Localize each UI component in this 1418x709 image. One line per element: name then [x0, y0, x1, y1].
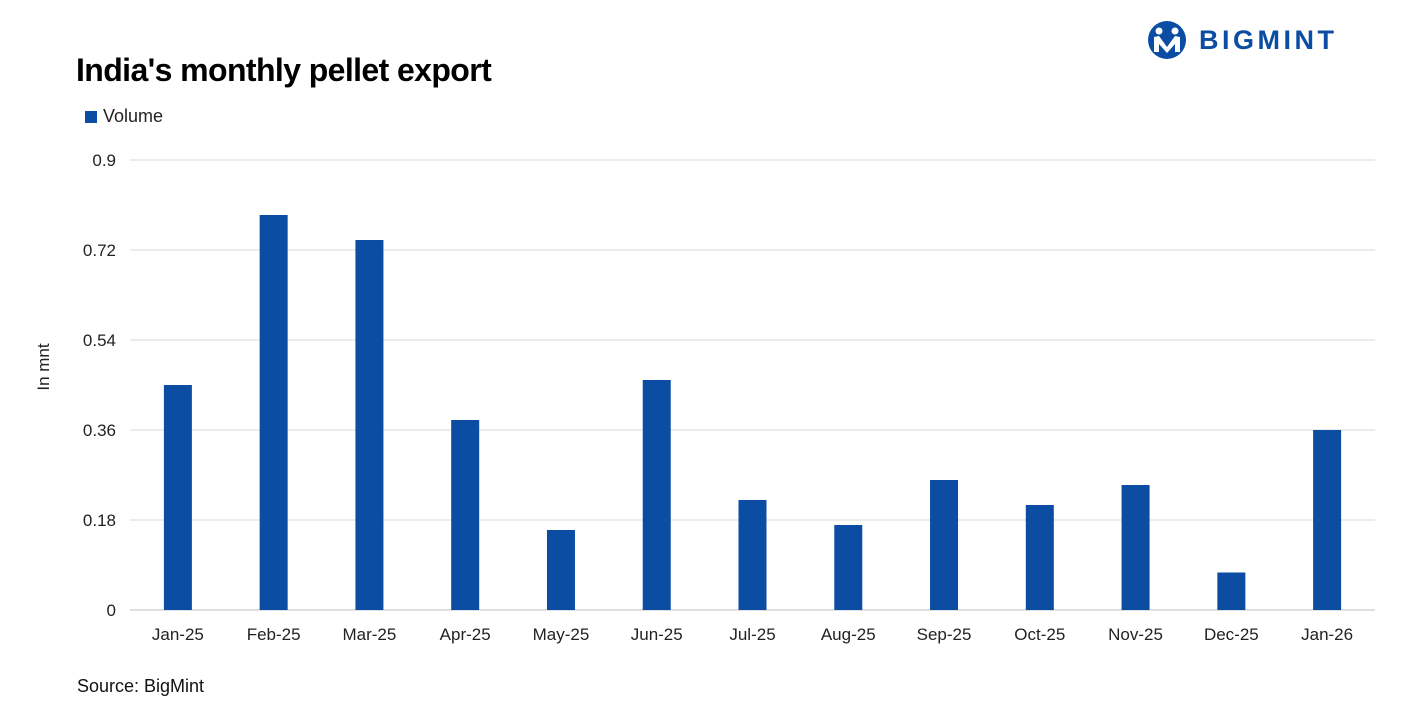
bar-aug-25 — [834, 525, 863, 610]
x-tick-label: Jan-26 — [1301, 625, 1353, 644]
x-tick-label: Nov-25 — [1108, 625, 1163, 644]
bar-jun-25 — [642, 380, 671, 610]
brand-name: BIGMINT — [1199, 24, 1338, 55]
x-tick-label: Jan-25 — [152, 625, 204, 644]
x-tick-label: Mar-25 — [342, 625, 396, 644]
y-tick-label: 0 — [107, 601, 116, 620]
x-tick-label: May-25 — [533, 625, 590, 644]
y-tick-label: 0.54 — [83, 331, 116, 350]
legend-label: Volume — [103, 106, 164, 126]
y-tick-label: 0.36 — [83, 421, 116, 440]
bar-oct-25 — [1025, 505, 1054, 610]
x-tick-label: Dec-25 — [1204, 625, 1259, 644]
x-axis-ticks: Jan-25 Feb-25 Mar-25 Apr-25 May-25 Jun-25 Jul-… — [152, 625, 1353, 644]
bar-may-25 — [546, 530, 575, 610]
bar-dec-25 — [1217, 572, 1246, 610]
bar-jan-25 — [163, 385, 192, 610]
x-tick-label: Feb-25 — [247, 625, 301, 644]
y-axis-ticks: 0 0.18 0.36 0.54 0.72 0.9 — [83, 151, 116, 620]
bar-apr-25 — [451, 420, 480, 610]
y-tick-label: 0.18 — [83, 511, 116, 530]
x-tick-label: Apr-25 — [440, 625, 491, 644]
x-tick-label: Oct-25 — [1014, 625, 1065, 644]
bar-mar-25 — [355, 240, 384, 610]
x-tick-label: Aug-25 — [821, 625, 876, 644]
bars — [163, 215, 1342, 610]
bar-jan-26 — [1313, 430, 1342, 610]
x-tick-label: Jun-25 — [631, 625, 683, 644]
y-axis-label: In mnt — [34, 343, 53, 391]
legend: Volume — [85, 106, 163, 127]
source-note: Source: BigMint — [77, 676, 205, 696]
legend-swatch — [85, 110, 97, 123]
bigmint-logo-icon — [1148, 21, 1186, 59]
bar-feb-25 — [259, 215, 288, 610]
y-tick-label: 0.9 — [92, 151, 116, 170]
y-tick-label: 0.72 — [83, 241, 116, 260]
chart-title: India's monthly pellet export — [76, 52, 492, 88]
bar-sep-25 — [930, 480, 959, 610]
bar-jul-25 — [738, 500, 767, 610]
x-tick-label: Sep-25 — [917, 625, 972, 644]
bar-nov-25 — [1121, 485, 1150, 610]
x-tick-label: Jul-25 — [729, 625, 775, 644]
brand-logo: BIGMINT — [1145, 20, 1338, 60]
